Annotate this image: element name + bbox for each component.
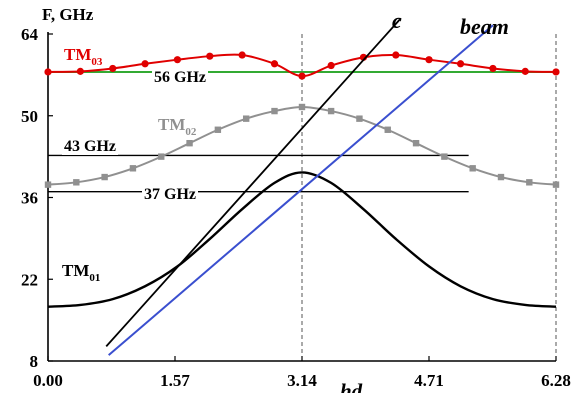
- point-tm03: [141, 60, 149, 68]
- hline-label: 37 GHz: [144, 186, 196, 203]
- x-tick-label: 6.28: [541, 371, 571, 390]
- point-tm03: [392, 51, 400, 59]
- point-tm03: [298, 72, 306, 80]
- point-tm03: [552, 68, 560, 76]
- point-tm03: [76, 67, 84, 75]
- point-tm02: [298, 103, 306, 111]
- point-tm02: [356, 115, 363, 122]
- hline-label-bg: [142, 186, 198, 203]
- point-tm02: [129, 165, 137, 172]
- y-axis-label: F, GHz: [42, 5, 94, 24]
- y-tick-label: 22: [21, 270, 38, 289]
- series-line-beam: [108, 24, 494, 356]
- hline-label-bg: [152, 69, 208, 86]
- beam-label: beam: [460, 14, 509, 39]
- hline-label-bg: [62, 138, 118, 155]
- point-tm02: [186, 139, 193, 147]
- point-tm03: [206, 52, 214, 60]
- point-tm02: [73, 179, 80, 186]
- series-group: [44, 18, 560, 356]
- point-tm03: [521, 67, 529, 75]
- point-tm03: [327, 61, 335, 70]
- hline-label: 43 GHz: [64, 138, 116, 155]
- point-tm02: [441, 153, 448, 160]
- point-tm02: [271, 107, 278, 115]
- point-tm03: [44, 68, 52, 76]
- point-tm02: [552, 181, 560, 188]
- series-line-c: [105, 18, 401, 348]
- y-tick-label: 36: [21, 189, 38, 208]
- x-tick-label: 4.71: [414, 371, 444, 390]
- c-label: c: [392, 8, 402, 33]
- point-tm03: [425, 56, 433, 64]
- point-tm02: [497, 173, 505, 181]
- point-tm02: [242, 115, 250, 122]
- x-tick-label: 0.00: [33, 371, 63, 390]
- point-tm02: [158, 153, 165, 160]
- series-line-tm01: [47, 171, 557, 308]
- hline-label: 56 GHz: [154, 69, 206, 86]
- y-tick-label: 50: [21, 107, 38, 126]
- x-tick-labels: 0.00 1.57 3.14 4.71 6.28: [33, 356, 571, 390]
- tm02-label: TM02: [158, 115, 197, 138]
- point-tm03: [456, 60, 465, 68]
- y-tick-label: 64: [21, 25, 39, 44]
- point-tm03: [173, 56, 182, 64]
- frequency-lines: 56 GHz 43 GHz 37 GHz: [48, 69, 556, 203]
- point-tm03: [270, 60, 279, 68]
- point-tm03: [238, 51, 246, 59]
- tm01-label: TM01: [62, 261, 100, 284]
- point-tm02: [44, 181, 52, 188]
- point-tm02: [214, 126, 222, 133]
- point-tm02: [412, 139, 420, 147]
- axes: [47, 32, 557, 362]
- point-tm02: [469, 165, 476, 172]
- point-tm02: [526, 179, 533, 186]
- point-tm02: [101, 173, 108, 181]
- y-tick-label: 8: [30, 352, 39, 371]
- x-tick-label: 1.57: [160, 371, 190, 390]
- x-tick-label: 3.14: [287, 371, 317, 390]
- tm03-label: TM03: [64, 45, 103, 68]
- point-tm03: [489, 64, 497, 73]
- point-tm02: [327, 107, 335, 115]
- point-tm02: [384, 126, 391, 133]
- point-tm03: [109, 64, 117, 73]
- y-tick-labels: 8 22 36 50 64: [21, 25, 53, 371]
- x-axis-label: hd: [340, 379, 363, 393]
